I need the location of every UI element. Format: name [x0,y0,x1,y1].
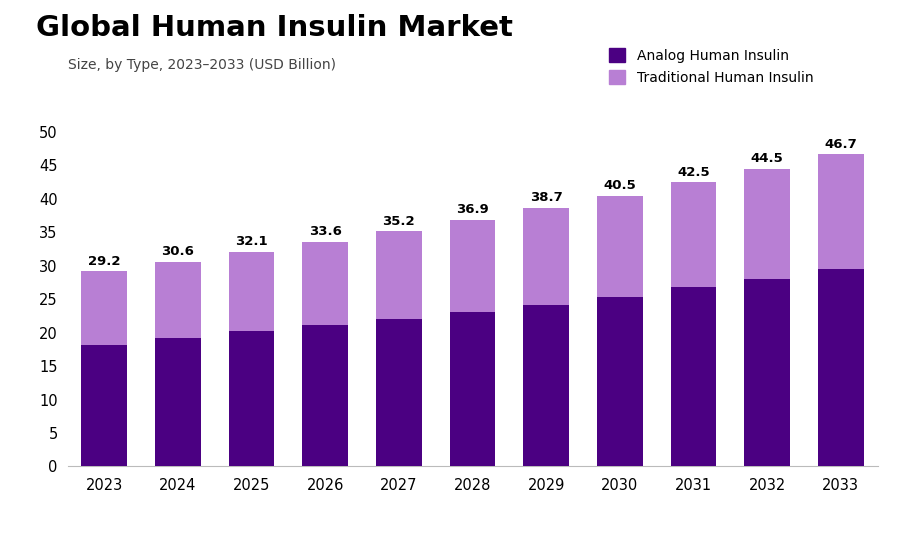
Bar [155,338,201,466]
Text: $ 46.7 B: $ 46.7 B [485,494,658,530]
Text: 44.5: 44.5 [751,152,783,166]
Bar [744,169,790,279]
Text: 33.6: 33.6 [309,225,342,238]
Bar [302,242,348,325]
Bar [818,154,863,269]
Text: The Market will Grow: The Market will Grow [14,493,173,507]
Text: 42.5: 42.5 [677,166,710,179]
Text: ONE STOP SHOP FOR THE REPORTS: ONE STOP SHOP FOR THE REPORTS [792,530,900,539]
Bar [229,252,274,331]
Bar [450,312,495,466]
Bar [376,231,422,319]
Text: 4.8%: 4.8% [126,493,234,531]
Text: 35.2: 35.2 [382,215,415,227]
Text: 32.1: 32.1 [235,235,268,248]
Text: 30.6: 30.6 [161,246,194,258]
Text: The Forecasted Market: The Forecasted Market [333,493,506,507]
Bar [597,296,643,466]
Bar [82,271,127,344]
Bar [155,262,201,338]
Bar [450,220,495,312]
Bar [376,319,422,466]
Bar [523,305,569,466]
Bar [229,331,274,466]
Text: 38.7: 38.7 [530,192,562,204]
Text: 36.9: 36.9 [456,203,489,216]
Text: Size, by Type, 2023–2033 (USD Billion): Size, by Type, 2023–2033 (USD Billion) [68,58,336,72]
Text: Global Human Insulin Market: Global Human Insulin Market [36,14,513,42]
Bar [670,287,716,466]
Bar [302,325,348,466]
Bar [818,269,863,466]
Bar [82,344,127,466]
Bar [597,195,643,296]
Legend: Analog Human Insulin, Traditional Human Insulin: Analog Human Insulin, Traditional Human … [600,40,822,93]
Text: 40.5: 40.5 [603,179,636,192]
Text: market.us: market.us [792,498,900,517]
Bar [744,279,790,466]
Text: 29.2: 29.2 [88,255,121,268]
Text: 46.7: 46.7 [824,138,857,151]
Bar [670,182,716,287]
Text: At the CAGR of: At the CAGR of [14,526,124,539]
Text: ∿: ∿ [707,497,733,527]
Bar [523,208,569,305]
Text: Size for 2033 in USD: Size for 2033 in USD [333,526,487,539]
